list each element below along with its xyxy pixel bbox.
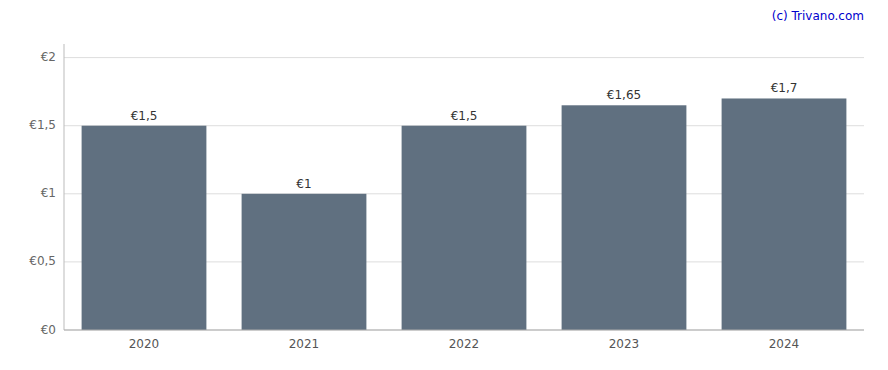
y-grid xyxy=(64,58,864,330)
grid-line xyxy=(64,330,864,331)
x-tick-label: 2021 xyxy=(289,337,320,351)
x-tick-label: 2024 xyxy=(769,337,800,351)
y-axis-line xyxy=(64,44,65,330)
data-label: €1,5 xyxy=(451,109,478,123)
x-tick-label: 2023 xyxy=(609,337,640,351)
y-tick-label: €0 xyxy=(41,323,56,337)
y-tick-label: €0,5 xyxy=(29,254,56,268)
bar xyxy=(402,126,527,330)
y-tick-label: €1,5 xyxy=(29,118,56,132)
x-tick-label: 2022 xyxy=(449,337,480,351)
watermark: (c) Trivano.com xyxy=(772,9,864,23)
y-tick-label: €2 xyxy=(41,50,56,64)
data-label: €1,7 xyxy=(771,81,798,95)
data-label: €1,65 xyxy=(607,88,641,102)
bars xyxy=(82,98,847,330)
y-tick-label: €1 xyxy=(41,186,56,200)
grid-line xyxy=(64,57,864,58)
bar xyxy=(562,105,687,330)
chart-container: €0€0,5€1€1,5€220202021202220232024€1,5€1… xyxy=(0,0,888,370)
data-label: €1,5 xyxy=(131,109,158,123)
chart-svg: €0€0,5€1€1,5€220202021202220232024€1,5€1… xyxy=(0,0,888,370)
y-tick-labels: €0 €0,5 €1 €1,5 €2 xyxy=(29,50,56,336)
x-tick-label: 2020 xyxy=(129,337,160,351)
bar xyxy=(82,126,207,330)
data-labels: €1,5 €1 €1,5 €1,65 €1,7 xyxy=(131,81,798,190)
x-tick-labels: 2020 2021 2022 2023 2024 xyxy=(129,337,800,351)
bar xyxy=(722,98,847,330)
x-axis-line xyxy=(64,330,864,331)
bar xyxy=(242,194,367,330)
data-label: €1 xyxy=(296,177,311,191)
